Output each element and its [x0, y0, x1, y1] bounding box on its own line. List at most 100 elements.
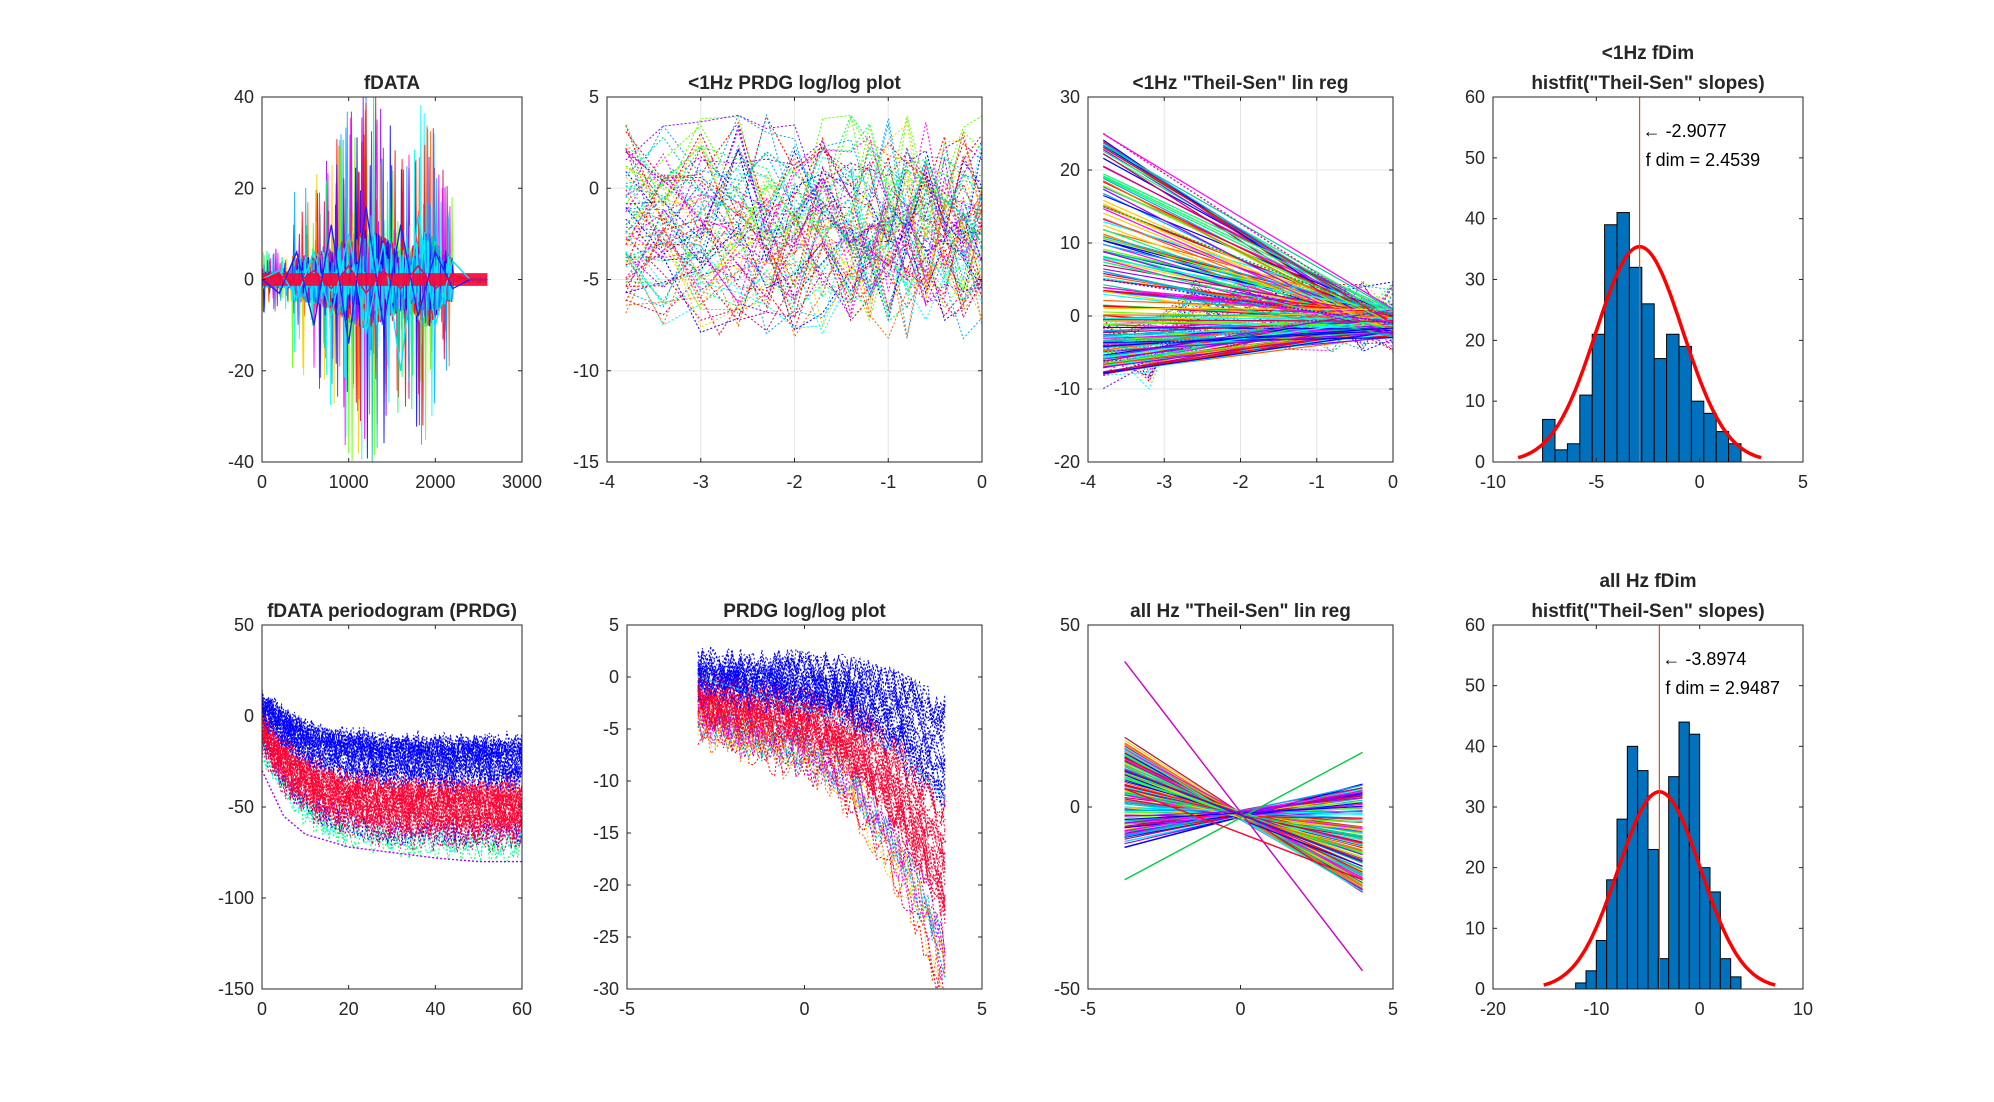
chart-title: <1Hz fDim [1602, 43, 1694, 64]
x-tick-label: 60 [512, 999, 532, 1019]
trace [625, 191, 982, 317]
trace [625, 114, 982, 232]
regression-line [1124, 749, 1363, 892]
trace [625, 201, 982, 315]
y-tick-label: 20 [1060, 160, 1080, 180]
trace [697, 710, 946, 975]
y-tick-label: 50 [1465, 676, 1485, 696]
y-tick-label: 10 [1465, 918, 1485, 938]
y-tick-label: -15 [573, 452, 599, 472]
series-line [1102, 132, 1393, 324]
y-tick-label: 40 [1465, 736, 1485, 756]
trace [625, 148, 982, 273]
x-tick-label: 40 [425, 999, 445, 1019]
y-tick-label: -10 [593, 771, 619, 791]
trace [262, 719, 522, 809]
series-line [1124, 788, 1363, 881]
trace [625, 199, 982, 314]
histogram-bar [1566, 443, 1581, 462]
trace [625, 241, 982, 319]
trace [625, 122, 982, 237]
dense-traces [697, 646, 946, 989]
histogram-bar [1595, 939, 1608, 989]
trace [262, 735, 522, 855]
series-line [262, 697, 522, 768]
chart-title: fDATA [364, 73, 421, 94]
series-line [697, 676, 948, 803]
trace [697, 685, 946, 858]
x-tick-label: 0 [257, 999, 267, 1019]
trace [625, 160, 982, 284]
y-tick-label: 10 [1060, 233, 1080, 253]
trace [262, 702, 522, 764]
x-tick-label: -10 [1583, 999, 1609, 1019]
series-line [697, 697, 948, 844]
y-tick-label: -150 [218, 979, 254, 999]
y-tick-label: -50 [1054, 979, 1080, 999]
y-tick-label: 10 [1465, 391, 1485, 411]
x-tick-label: 0 [977, 472, 987, 492]
histogram-bar [1678, 345, 1692, 462]
trace [625, 198, 982, 318]
regression-line [1103, 337, 1393, 344]
trace [697, 693, 946, 902]
series-line [262, 770, 522, 863]
trace [697, 668, 946, 791]
y-tick-label: 0 [1475, 979, 1485, 999]
x-tick-label: 0 [1235, 999, 1245, 1019]
regression-line [1124, 749, 1363, 879]
trace [697, 717, 940, 989]
trace [625, 140, 982, 254]
y-tick-label: -30 [593, 979, 619, 999]
x-tick-label: 2000 [415, 472, 455, 492]
trace [262, 699, 522, 784]
trace [262, 693, 522, 766]
x-tick-label: 5 [1798, 472, 1808, 492]
y-tick-label: 40 [1465, 209, 1485, 229]
y-tick-label: -50 [228, 797, 254, 817]
y-tick-label: 0 [1070, 797, 1080, 817]
series-line [262, 264, 488, 295]
y-tick-label: -25 [593, 927, 619, 947]
plot-area [1517, 212, 1762, 462]
histogram-bar [1585, 970, 1597, 989]
x-tick-label: 0 [1695, 999, 1705, 1019]
trace [262, 694, 522, 761]
series-line [625, 151, 982, 300]
trace [625, 219, 982, 339]
regression-line [1103, 217, 1393, 335]
y-tick-label: 20 [1465, 330, 1485, 350]
histogram-bar [1719, 958, 1732, 989]
x-tick-label: -10 [1480, 472, 1506, 492]
y-tick-label: 60 [1465, 615, 1485, 635]
trace [262, 706, 522, 784]
trace [625, 218, 982, 332]
y-tick-label: 0 [1475, 452, 1485, 472]
x-tick-label: -4 [599, 472, 615, 492]
trace [625, 148, 982, 261]
trace [262, 738, 522, 850]
trace [625, 121, 982, 250]
y-tick-label: -100 [218, 888, 254, 908]
trace [697, 683, 946, 843]
trace [625, 187, 982, 306]
histogram-bar [1690, 400, 1705, 462]
dense-traces [1102, 133, 1393, 390]
y-tick-label: 30 [1465, 797, 1485, 817]
trace [625, 117, 982, 243]
trace [697, 668, 946, 806]
trace [625, 122, 982, 225]
trace [262, 746, 522, 842]
regression-line [1103, 328, 1393, 366]
trace [697, 667, 946, 801]
trace [697, 696, 946, 917]
trace [625, 165, 982, 292]
regression-line [1102, 188, 1393, 339]
y-tick-label: 0 [244, 706, 254, 726]
trace [697, 706, 946, 981]
trace [625, 169, 982, 277]
trace [262, 711, 522, 800]
trace [625, 177, 982, 301]
